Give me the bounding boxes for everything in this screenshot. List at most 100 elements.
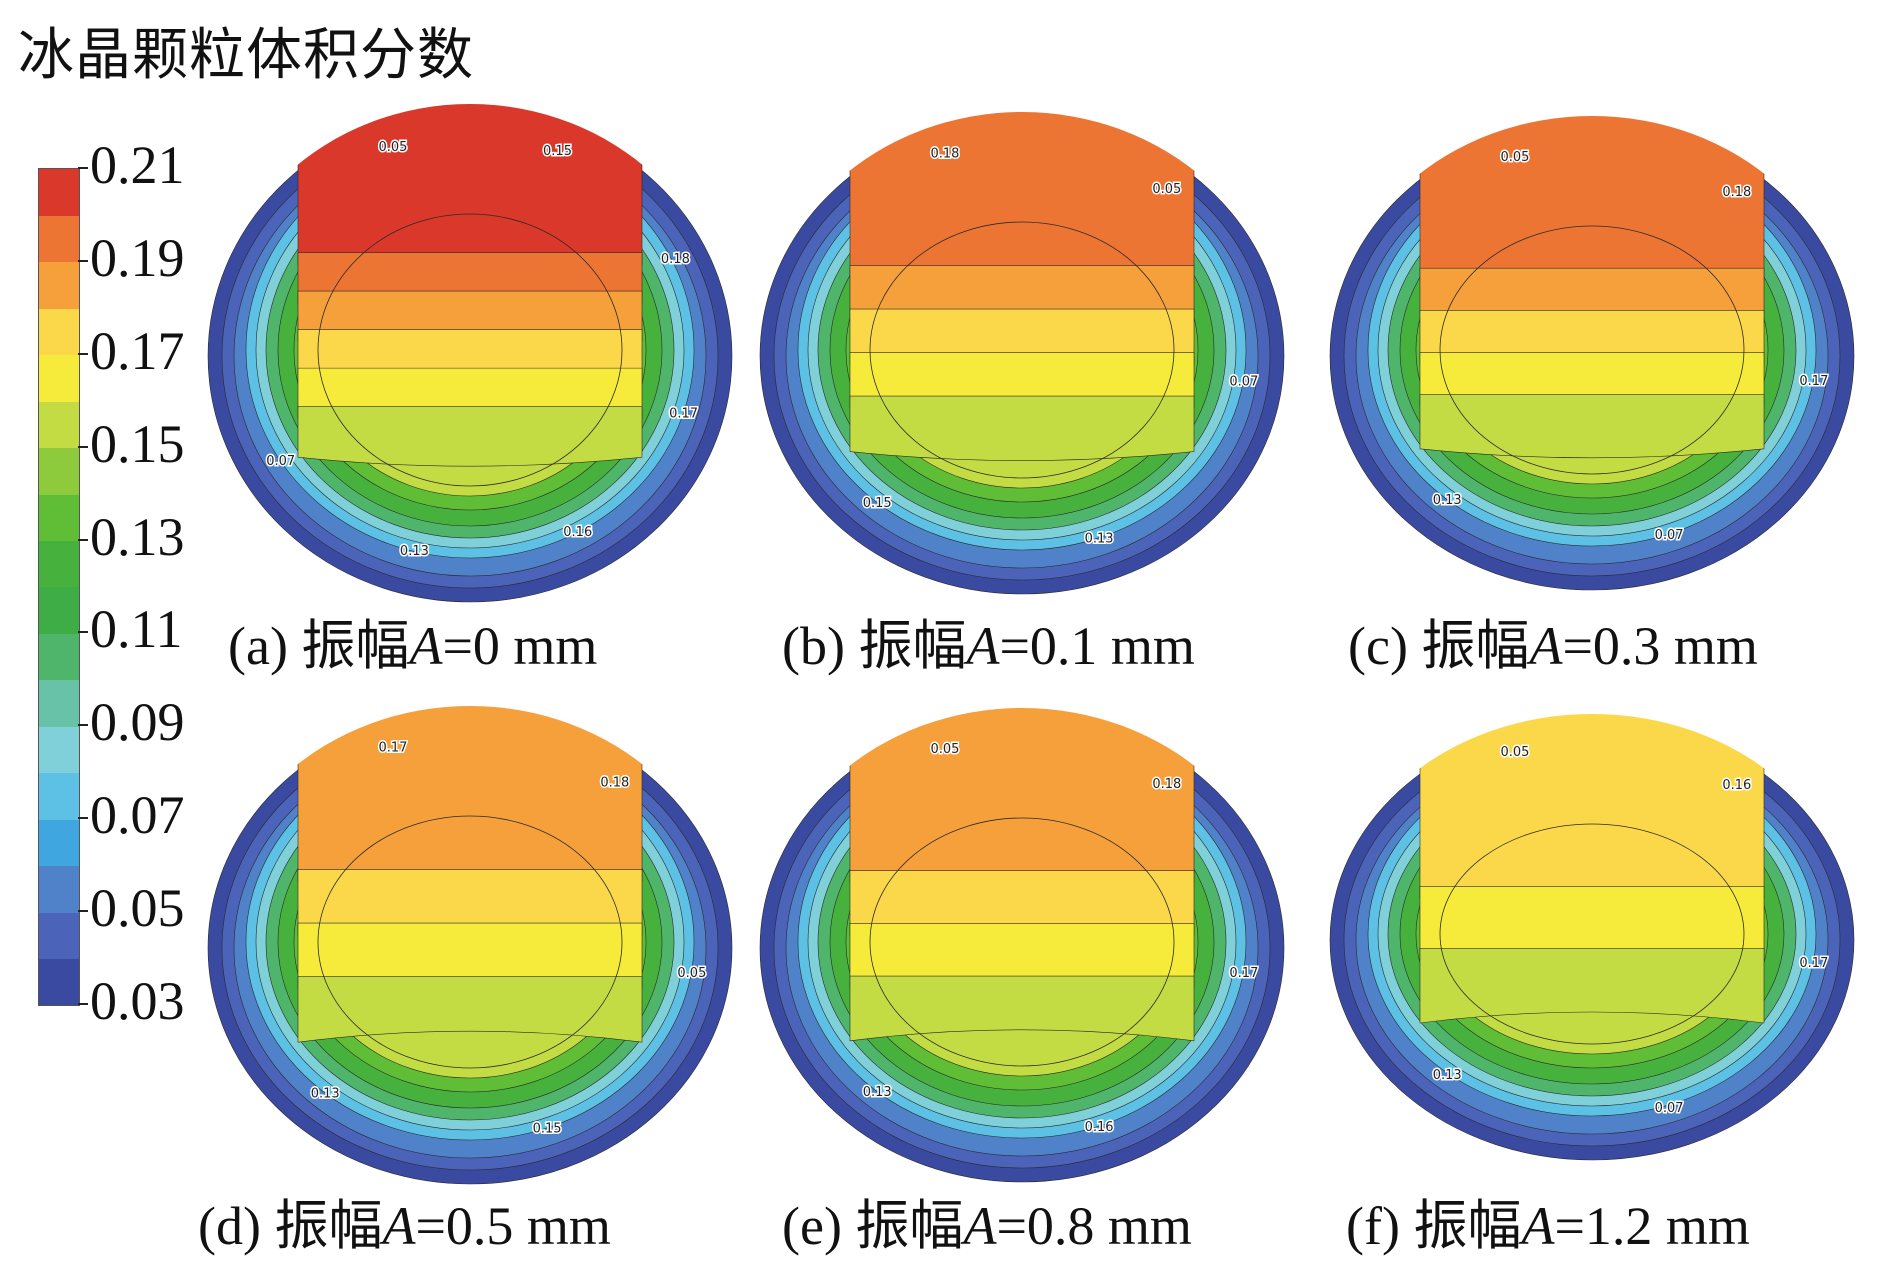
colorbar-segment <box>39 912 79 960</box>
caption-suffix: =0.8 mm <box>996 1196 1192 1256</box>
caption-c: (c) 振幅A=0.3 mm <box>1348 616 1758 676</box>
colorbar-segment <box>39 215 79 263</box>
contour-band <box>297 706 643 882</box>
colorbar-segment <box>39 401 79 449</box>
inner-boundary <box>317 815 623 1069</box>
colorbar-tick <box>78 1003 88 1005</box>
contour-band <box>1419 948 1765 1024</box>
contour-label: 0.07 <box>1655 1101 1684 1116</box>
inner-boundary <box>1439 823 1745 1045</box>
colorbar-tick <box>78 538 88 541</box>
colorbar-segment <box>39 772 79 820</box>
contour-label: 0.05 <box>930 742 959 757</box>
caption-variable: A <box>966 616 1000 676</box>
contour-band <box>849 112 1195 287</box>
contour-label: 0.13 <box>1433 493 1462 508</box>
colorbar-tick-label: 0.21 <box>90 135 185 195</box>
contour-label: 0.07 <box>1655 528 1684 543</box>
contour-band <box>297 976 643 1043</box>
contour-label: 0.13 <box>1433 1068 1462 1083</box>
contour-label: 0.18 <box>1152 777 1181 792</box>
caption-variable: A <box>963 1196 997 1256</box>
contour-label: 0.16 <box>1722 778 1751 793</box>
contour-label: 0.05 <box>1500 150 1529 165</box>
colorbar-segment <box>39 169 79 216</box>
contour-band <box>297 104 643 274</box>
contour-label: 0.17 <box>1229 966 1258 981</box>
contour-label: 0.15 <box>543 144 572 159</box>
contour-label: 0.13 <box>863 1085 892 1100</box>
caption-prefix: (b) 振幅 <box>782 616 967 676</box>
colorbar-tick <box>78 352 88 355</box>
contour-label: 0.13 <box>400 544 429 559</box>
colorbar-tick-label: 0.03 <box>90 971 185 1031</box>
colorbar-tick <box>78 631 88 634</box>
caption-a: (a) 振幅A=0 mm <box>228 616 597 676</box>
contour-label: 0.15 <box>533 1122 562 1137</box>
contour-band <box>1419 116 1765 290</box>
colorbar-tick-label: 0.09 <box>90 692 185 753</box>
caption-variable: A <box>409 616 443 676</box>
contour-label: 0.07 <box>1229 375 1258 390</box>
colorbar-tick <box>78 724 88 727</box>
contour-label: 0.17 <box>378 740 407 755</box>
colorbar-segment <box>39 679 79 727</box>
colorbar-tick <box>78 167 88 169</box>
caption-e: (e) 振幅A=0.8 mm <box>782 1196 1192 1256</box>
contour-label: 0.05 <box>1500 745 1529 760</box>
contour-band <box>849 395 1195 461</box>
caption-variable: A <box>382 1196 416 1256</box>
contour-label: 0.17 <box>1799 374 1828 389</box>
caption-suffix: =0.5 mm <box>415 1196 611 1256</box>
contour-band <box>297 406 643 467</box>
panel-b: 0.18 0.05 0.07 0.13 0.15 <box>759 112 1285 595</box>
caption-variable: A <box>1529 616 1563 676</box>
contour-label: 0.13 <box>311 1086 340 1101</box>
colorbar-segment <box>39 633 79 681</box>
colorbar-tick-label: 0.17 <box>90 320 185 381</box>
colorbar-segment <box>39 308 79 356</box>
colorbar-tick <box>78 910 88 913</box>
colorbar-tick-label: 0.11 <box>90 599 183 660</box>
panel-c: 0.05 0.18 0.17 0.07 0.13 <box>1329 116 1855 591</box>
colorbar <box>38 168 80 1006</box>
caption-suffix: =1.2 mm <box>1554 1196 1750 1256</box>
caption-variable: A <box>1521 1196 1555 1256</box>
inner-boundary <box>1439 225 1745 475</box>
contour-label: 0.18 <box>661 252 690 267</box>
caption-suffix: =0 mm <box>442 616 598 676</box>
contour-band <box>849 975 1195 1042</box>
panel-a: 0.05 0.15 0.18 0.17 0.16 0.13 0.07 <box>207 104 733 603</box>
contour-label: 0.17 <box>1799 956 1828 971</box>
colorbar-segment <box>39 958 79 1006</box>
caption-prefix: (e) 振幅 <box>782 1196 964 1256</box>
colorbar-segment <box>39 540 79 588</box>
colorbar-tick-label: 0.19 <box>90 227 185 288</box>
colorbar-segment <box>39 865 79 913</box>
contour-label: 0.05 <box>677 966 706 981</box>
colorbar-tick-label: 0.07 <box>90 785 185 846</box>
caption-prefix: (c) 振幅 <box>1348 616 1530 676</box>
contour-label: 0.18 <box>600 776 629 791</box>
colorbar-segment <box>39 447 79 495</box>
contour-label: 0.17 <box>669 406 698 421</box>
contour-label: 0.15 <box>863 496 892 511</box>
colorbar-tick-label: 0.13 <box>90 506 185 567</box>
caption-prefix: (f) 振幅 <box>1346 1196 1522 1256</box>
chart-title: 冰晶颗粒体积分数 <box>18 23 474 88</box>
colorbar-segment <box>39 261 79 309</box>
colorbar-tick-label: 0.05 <box>90 878 185 939</box>
colorbar-segment <box>39 587 79 634</box>
inner-boundary <box>869 817 1175 1067</box>
caption-d: (d) 振幅A=0.5 mm <box>198 1196 611 1256</box>
inner-boundary <box>317 213 623 487</box>
caption-f: (f) 振幅A=1.2 mm <box>1346 1196 1750 1256</box>
colorbar-segment <box>39 819 79 867</box>
inner-boundary <box>869 221 1175 479</box>
colorbar-tick <box>78 259 88 262</box>
contour-label: 0.05 <box>378 140 407 155</box>
contour-label: 0.05 <box>1152 182 1181 197</box>
caption-prefix: (a) 振幅 <box>228 616 410 676</box>
contour-label: 0.18 <box>930 147 959 162</box>
